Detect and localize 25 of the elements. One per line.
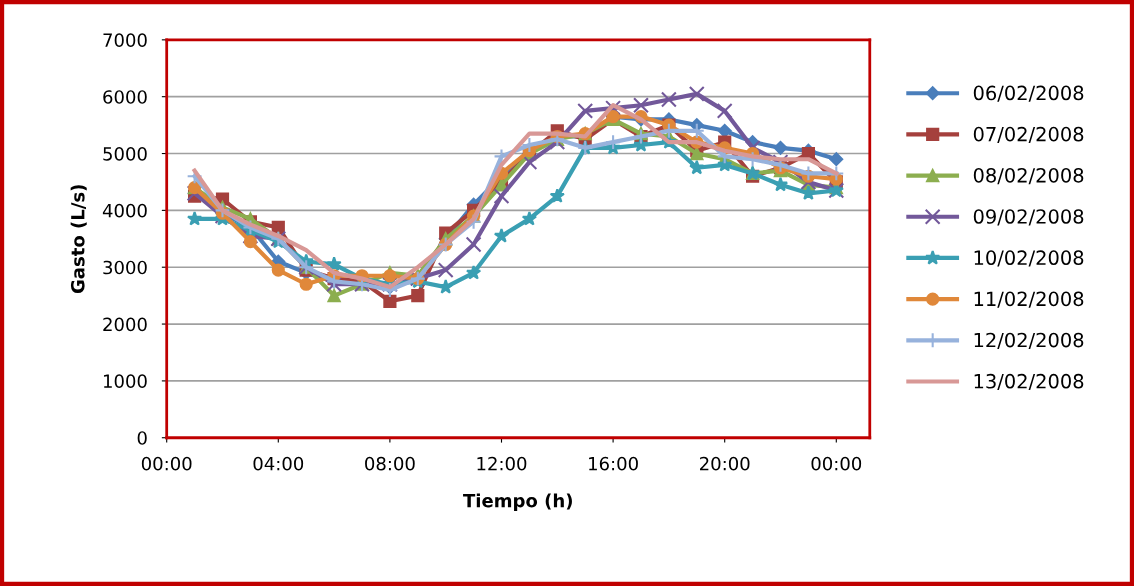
y-tick-label: 6000 [103, 90, 147, 104]
x-axis-title: Tiempo (h) [463, 493, 572, 511]
y-tick-label: 1000 [103, 374, 147, 389]
x-tick-label: 08:00 [365, 456, 415, 471]
legend-label: 07/02/2008 [973, 126, 1084, 144]
x-tick-label: 00:00 [141, 456, 192, 471]
y-tick-label: 5000 [103, 146, 147, 161]
legend-label: 09/02/2008 [973, 209, 1084, 226]
y-tick-label: 3000 [103, 260, 147, 275]
y-tick-label: 2000 [103, 317, 147, 332]
x-tick-label: 20:00 [700, 456, 750, 471]
legend-label: 10/02/2008 [974, 250, 1084, 267]
x-tick-label: 00:00 [811, 456, 862, 471]
legend-label: 12/02/2008 [974, 332, 1084, 349]
y-tick-label: 0 [137, 431, 147, 445]
x-tick-label: 04:00 [253, 456, 304, 471]
legend-label: 08/02/2008 [973, 167, 1084, 185]
y-tick-label: 7000 [103, 33, 147, 47]
x-tick-label: 16:00 [589, 456, 638, 471]
legend-label: 13/02/2008 [974, 373, 1084, 391]
x-tick-label: 12:00 [477, 456, 527, 471]
y-axis-title: Gasto (L/s) [70, 185, 87, 294]
legend-label: 11/02/2008 [974, 291, 1084, 308]
legend-label: 06/02/2008 [973, 85, 1084, 102]
y-tick-label: 4000 [102, 203, 147, 218]
